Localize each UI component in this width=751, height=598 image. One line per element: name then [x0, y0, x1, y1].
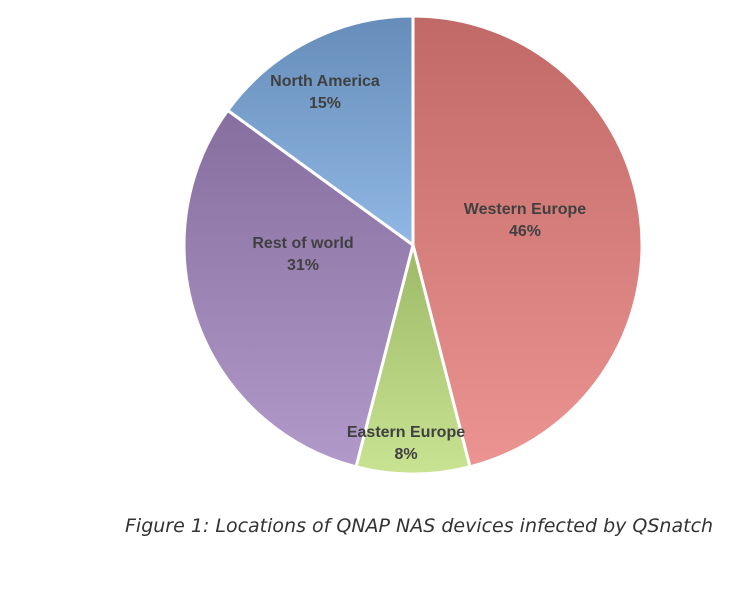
slice-value-north-america: 15%	[309, 95, 341, 112]
figure-caption: Figure 1: Locations of QNAP NAS devices …	[125, 515, 714, 537]
pie-slice-western-europe	[411, 14, 644, 469]
slice-value-western-europe: 46%	[509, 223, 541, 240]
pie-slice-north-america	[226, 14, 415, 247]
slice-label-eastern-europe: Eastern Europe	[347, 424, 465, 441]
pie-chart-svg: Western Europe 46% Eastern Europe 8% Rest of…	[182, 14, 644, 476]
slice-label-western-europe: Western Europe	[464, 201, 587, 218]
slice-value-rest-of-world: 31%	[287, 257, 319, 274]
pie-slice-eastern-europe	[354, 243, 472, 476]
slice-value-eastern-europe: 8%	[394, 446, 417, 463]
slice-label-rest-of-world: Rest of world	[252, 235, 353, 252]
slice-label-north-america: North America	[270, 73, 380, 90]
pie-slices	[182, 14, 644, 476]
pie-labels: Western Europe 46% Eastern Europe 8% Rest of…	[252, 73, 586, 463]
pie-slice-rest-of-world	[182, 108, 415, 469]
pie-chart: Western Europe 46% Eastern Europe 8% Rest of…	[182, 14, 644, 476]
